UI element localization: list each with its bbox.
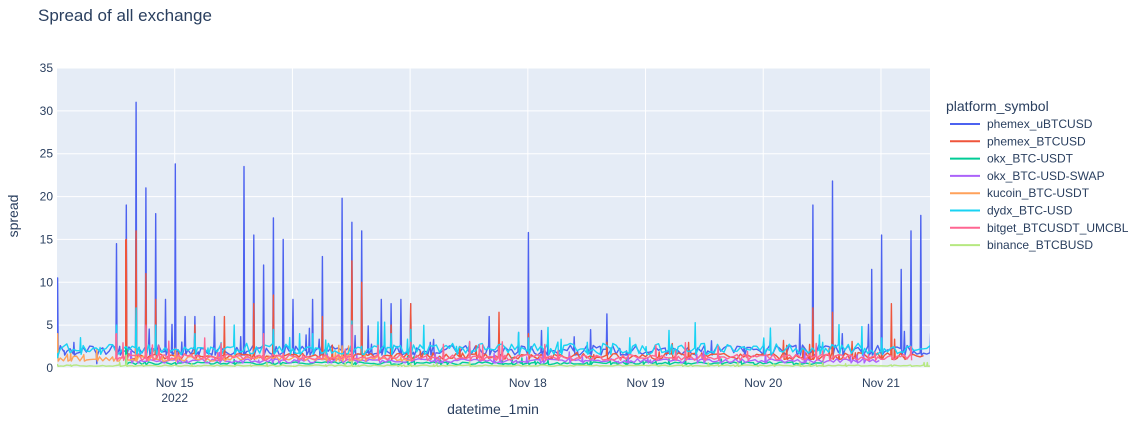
- legend-label: okx_BTC-USD-SWAP: [987, 169, 1105, 183]
- legend-label: dydx_BTC-USD: [987, 204, 1073, 218]
- chart-title: Spread of all exchange: [38, 6, 212, 25]
- legend-item[interactable]: dydx_BTC-USD: [950, 204, 1073, 218]
- legend-label: phemex_uBTCUSD: [987, 117, 1093, 131]
- y-tick-label: 20: [40, 190, 54, 204]
- x-tick-label: Nov 19: [627, 376, 665, 390]
- x-tick-label: Nov 21: [862, 376, 900, 390]
- y-tick-label: 5: [46, 318, 53, 332]
- legend-item[interactable]: okx_BTC-USDT: [950, 152, 1074, 166]
- x-tick-label: Nov 17: [391, 376, 429, 390]
- legend-label: kucoin_BTC-USDT: [987, 186, 1090, 200]
- y-gridlines: [57, 67, 930, 369]
- y-tick-label: 15: [40, 232, 54, 246]
- legend-item[interactable]: binance_BTCBUSD: [950, 238, 1093, 252]
- legend-label: okx_BTC-USDT: [987, 152, 1074, 166]
- legend-item[interactable]: okx_BTC-USD-SWAP: [950, 169, 1105, 183]
- legend-label: binance_BTCBUSD: [987, 238, 1093, 252]
- y-tick-label: 35: [40, 61, 54, 75]
- series-line-dydx_BTC-USD: [57, 307, 930, 359]
- legend-item[interactable]: kucoin_BTC-USDT: [950, 186, 1090, 200]
- y-axis-title: spread: [5, 195, 21, 238]
- y-tick-label: 10: [40, 275, 54, 289]
- series-line-binance_BTCBUSD: [57, 354, 930, 367]
- series-line-okx_BTC-USDT: [125, 345, 824, 366]
- legend-item[interactable]: phemex_BTCUSD: [950, 134, 1086, 148]
- series-line-okx_BTC-USD-SWAP: [129, 350, 880, 364]
- legend-label: phemex_BTCUSD: [987, 134, 1086, 148]
- y-tick-label: 25: [40, 147, 54, 161]
- y-tick-label: 30: [40, 104, 54, 118]
- series-lines: [57, 101, 930, 367]
- x-tick-sublabel: 2022: [161, 391, 188, 405]
- series-line-bitget_BTCUSDT_UMCBL: [115, 324, 913, 361]
- x-tick-label: Nov 18: [509, 376, 547, 390]
- legend-item[interactable]: phemex_uBTCUSD: [950, 117, 1093, 131]
- plot-area: [57, 68, 930, 368]
- x-tick-label: Nov 20: [744, 376, 782, 390]
- legend-items: phemex_uBTCUSD phemex_BTCUSD okx_BTC-USDTo…: [950, 117, 1129, 252]
- legend-item[interactable]: bitget_BTCUSDT_UMCBL: [950, 221, 1129, 235]
- legend: platform_symbol phemex_uBTCUSD phemex_BTC…: [946, 98, 1129, 252]
- y-tick-label: 0: [46, 361, 53, 375]
- x-tick-label: Nov 16: [273, 376, 311, 390]
- x-axis-title: datetime_1min: [447, 401, 539, 417]
- legend-title: platform_symbol: [946, 98, 1049, 114]
- y-tick-labels: 0 5 10 15 20 25 30 35: [40, 61, 54, 375]
- legend-label: bitget_BTCUSDT_UMCBL: [987, 221, 1129, 235]
- x-tick-label: Nov 15: [156, 376, 194, 390]
